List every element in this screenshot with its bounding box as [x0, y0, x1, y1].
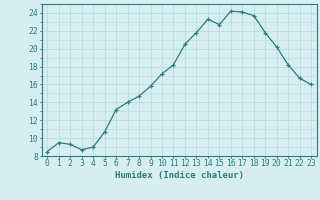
X-axis label: Humidex (Indice chaleur): Humidex (Indice chaleur) [115, 171, 244, 180]
